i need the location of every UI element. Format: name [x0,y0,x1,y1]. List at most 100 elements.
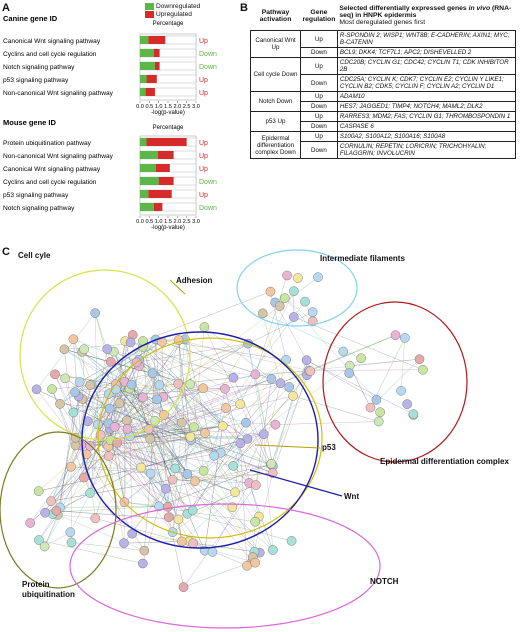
network-node [66,537,77,548]
network-node [90,308,101,318]
header-genes: Selected differentially expressed genes … [339,5,512,26]
network-node [85,441,95,451]
label-intermediate-filaments: Intermediate filaments [320,254,405,263]
network-edge [178,383,206,434]
panel-b-letter: B [240,2,248,14]
network-edge [50,397,144,502]
canine-bar-up [154,62,160,70]
network-node [375,407,385,418]
network-edge [194,481,273,551]
genes-cell: CORNULIN; REPETIN; LORICRIN; TRICHOHYALI… [336,141,517,159]
legend-down-swatch [145,3,154,10]
network-edge [163,414,191,438]
network-node [68,407,79,418]
network-edge [91,361,111,385]
network-node [313,272,323,283]
network-node [68,334,79,344]
network-node [182,469,193,479]
network-edge [50,445,76,502]
network-node [301,355,312,366]
canine-reg-label: Up [199,77,208,84]
intermediate-outline [236,249,358,327]
network-edge [120,385,191,438]
network-edge [57,438,151,515]
network-node [230,487,240,498]
network-edge [194,472,273,482]
network-node [85,380,95,390]
network-node [189,422,199,432]
network-edge [255,374,274,467]
network-edge [52,384,91,390]
network-edge [255,275,288,375]
mouse-row-label: p53 signaling pathway [3,192,69,199]
network-edge [204,432,260,517]
network-edge [59,381,80,405]
canine-bar-down [140,75,147,83]
network-node [162,502,173,512]
network-edge [90,341,162,386]
mouse-bar-down [140,151,158,159]
network-node [228,372,239,383]
network-edge [94,313,111,362]
canine-bar-up [148,36,166,44]
mouse-tick-label: 2.5 [183,219,191,225]
network-edge [56,467,142,511]
network-node [228,461,239,471]
network-node [47,384,57,394]
network-edge [187,484,256,514]
network-edge [190,436,260,553]
network-edge [54,374,164,398]
table-row: Notch Down Up ADAM10 [250,91,517,112]
notch-outline [69,503,381,629]
network-edge [64,349,118,387]
network-edge [193,543,255,552]
network-edges [30,275,423,588]
mouse-row-label: Non-canonical Wnt signaling pathway [3,153,114,160]
network-edge [59,412,74,508]
network-edge [306,360,377,401]
canine-tick-label: 2.5 [183,104,191,110]
network-edge [183,561,253,588]
network-node [356,353,366,364]
canine-tick-label: 1.0 [155,104,163,110]
network-node [152,394,162,405]
network-edge [115,389,167,489]
network-edge [45,506,160,513]
network-node [266,374,277,384]
canine-row-label: p53 signaling pathway [3,77,69,84]
network-node [31,384,42,395]
mouse-bar-up [146,138,187,146]
canine-reg-label: Down [199,51,217,58]
mouse-bar-down [140,177,159,185]
mouse-reg-label: Up [199,140,208,147]
mouse-reg-label: Up [199,192,208,199]
network-edge [262,313,281,384]
mouse-tick-label: 1.0 [155,219,163,225]
network-edge [75,437,188,514]
network-node [188,538,198,549]
network-edge [247,343,264,435]
table-row: p53 Up Up RARRES3; MDM2; FAS; CYCLIN G1; T… [250,111,517,132]
network-node [251,480,261,490]
network-edge [240,291,295,405]
network-node [85,488,95,498]
network-node [305,366,316,376]
network-node [282,270,292,281]
network-node [198,383,209,394]
network-node [185,432,196,442]
legend: Downregulated Upregulated [145,3,200,18]
network-edge [130,342,234,378]
pathway-cell: Epidermal differentiation complex Down [250,131,301,159]
network-edge [190,343,249,437]
network-node [163,512,174,523]
canine-reg-label: Up [199,38,208,45]
network-edge [73,359,140,413]
network-node [34,535,44,545]
mouse-bar-up [158,177,174,185]
mouse-title: Mouse gene ID [3,118,57,127]
network-edge [75,437,188,475]
table-row: Cell cycle Down Up CDC20B; CYCLIN G1; CDC4… [250,57,517,92]
canine-reg-label: Up [199,90,208,97]
network-node [95,430,106,440]
network-node [293,273,303,283]
